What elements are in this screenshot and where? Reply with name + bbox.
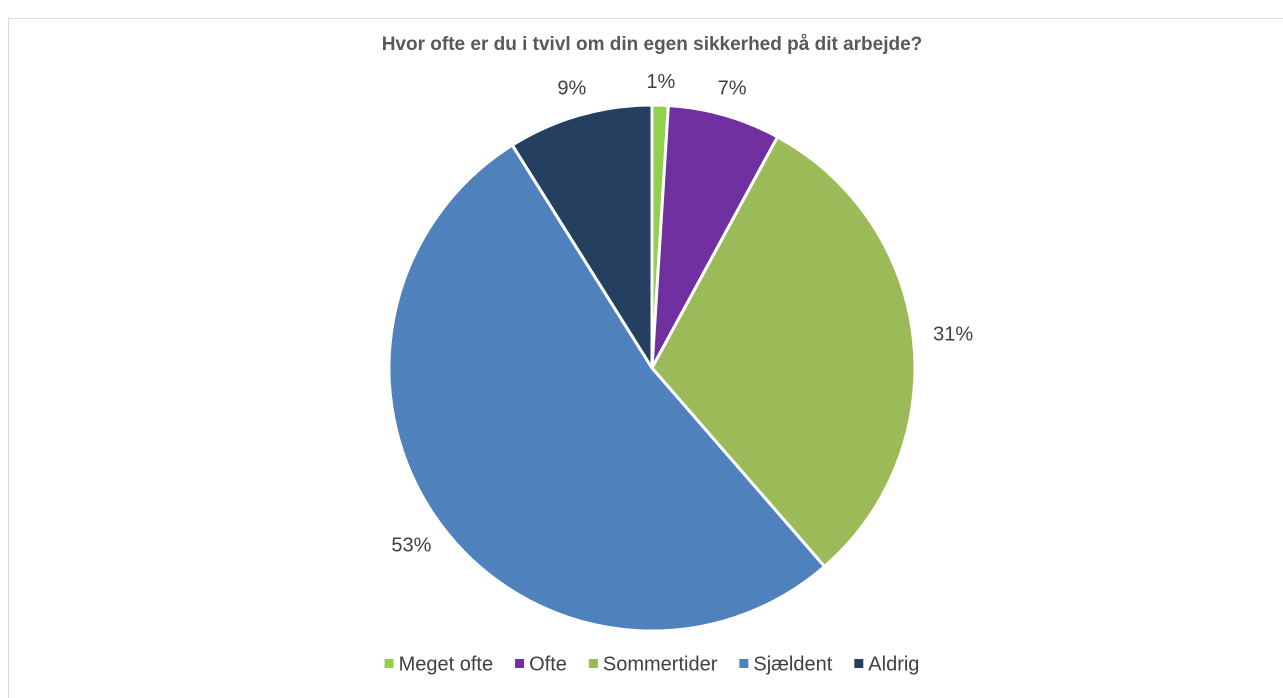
pie-slice	[650, 135, 917, 569]
legend: Meget ofte Ofte Sommertider Sjældent Aldrig	[384, 653, 919, 675]
pie: 1% 7% 31% 53% 9%	[387, 71, 973, 633]
data-label: 53%	[391, 535, 431, 557]
legend-label: Aldrig	[868, 653, 919, 675]
pie-slice	[650, 104, 780, 370]
data-label: 7%	[718, 78, 747, 100]
pie-slice	[387, 143, 827, 633]
data-label: 1%	[646, 71, 675, 93]
chart-title: Hvor ofte er du i tvivl om din egen sikk…	[382, 34, 923, 55]
legend-swatch	[384, 659, 394, 668]
legend-label: Sjældent	[753, 653, 832, 675]
data-label: 9%	[557, 78, 586, 100]
data-label: 31%	[933, 323, 973, 345]
legend-label: Sommertider	[603, 653, 718, 675]
legend-swatch	[515, 659, 525, 668]
legend-swatch	[588, 659, 598, 668]
legend-swatch	[739, 659, 749, 668]
legend-label: Ofte	[529, 653, 567, 675]
legend-label: Meget ofte	[399, 653, 494, 675]
legend-swatch	[854, 659, 864, 668]
pie-slice	[510, 103, 654, 370]
